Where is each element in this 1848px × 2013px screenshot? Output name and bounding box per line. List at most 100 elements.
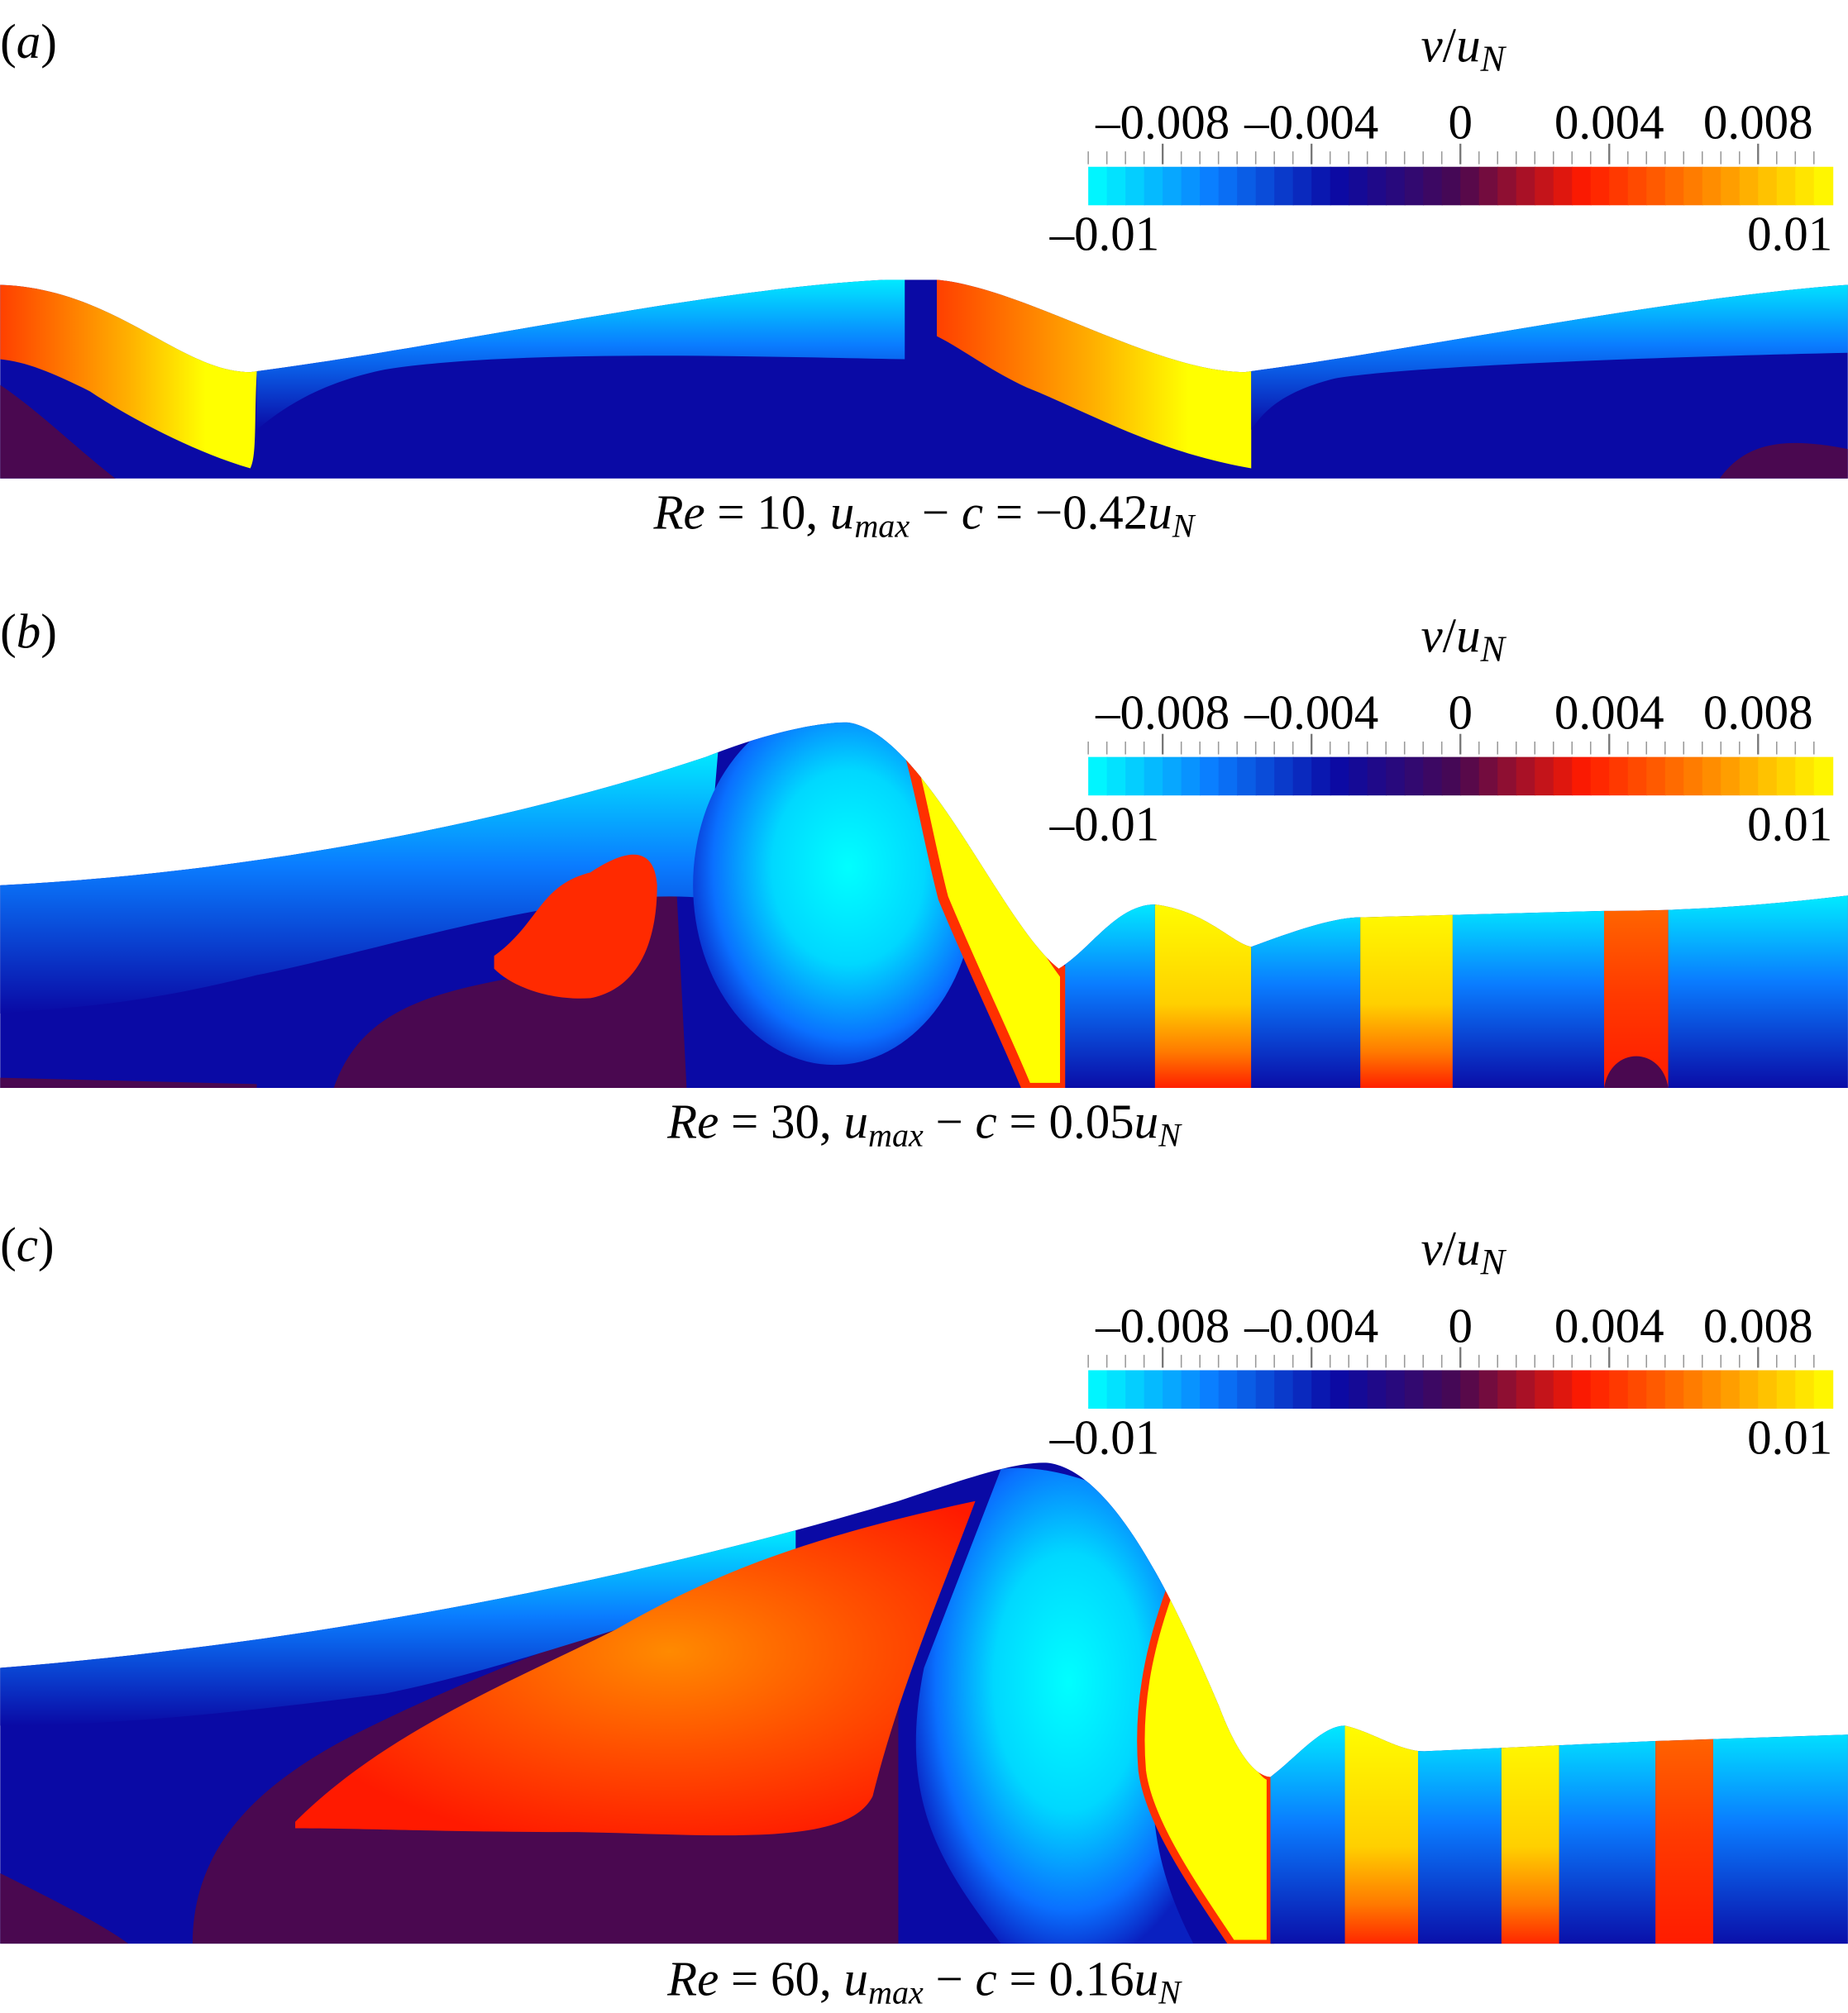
colorbar-band bbox=[1330, 1370, 1350, 1410]
colorbar-band bbox=[1163, 756, 1182, 796]
colorbar-band bbox=[1237, 166, 1257, 206]
colorbar-tick-label: 0.004 bbox=[1554, 1298, 1664, 1352]
colorbar-end-label: 0.01 bbox=[1747, 797, 1832, 851]
text-part: u bbox=[1134, 1095, 1158, 1149]
colorbar-title: v/uN bbox=[1421, 608, 1507, 669]
text-part: ( bbox=[0, 1218, 17, 1272]
colorbar-band bbox=[1776, 166, 1797, 206]
colorbar-band bbox=[1311, 1370, 1331, 1410]
text-part: − bbox=[924, 1095, 976, 1149]
text-part: b bbox=[17, 604, 41, 659]
colorbar-band bbox=[1441, 756, 1462, 796]
text-part: N bbox=[1480, 628, 1507, 669]
text-part: c bbox=[962, 484, 983, 539]
caption: Re = 60, umax − c = 0.16uN bbox=[666, 1951, 1182, 2011]
text-part: Re bbox=[652, 484, 704, 539]
text-part: u bbox=[1456, 1221, 1480, 1276]
colorbar-band bbox=[1292, 756, 1313, 796]
colorbar-end-label: –0.01 bbox=[1049, 797, 1160, 851]
text-part: u bbox=[844, 1951, 868, 2006]
colorbar-band bbox=[1702, 1370, 1722, 1410]
colorbar-band bbox=[1646, 756, 1666, 796]
colorbar-band bbox=[1721, 166, 1741, 206]
colorbar-band bbox=[1274, 1370, 1294, 1410]
colorbar-tick-label: 0.004 bbox=[1554, 685, 1664, 740]
colorbar-end-label: 0.01 bbox=[1747, 1410, 1832, 1464]
caption: Re = 30, umax − c = 0.05uN bbox=[666, 1095, 1182, 1154]
colorbar-band bbox=[1218, 756, 1239, 796]
colorbar-band bbox=[1106, 1370, 1127, 1410]
colorbar-band bbox=[1218, 1370, 1239, 1410]
colorbar-band bbox=[1683, 1370, 1703, 1410]
colorbar-band bbox=[1125, 1370, 1145, 1410]
text-part: u bbox=[1456, 608, 1480, 662]
colorbar-band bbox=[1292, 1370, 1313, 1410]
colorbar-tick-label: –0.004 bbox=[1244, 95, 1378, 150]
colorbar-band bbox=[1739, 1370, 1760, 1410]
colorbar-band bbox=[1144, 166, 1164, 206]
colorbar-band bbox=[1088, 756, 1108, 796]
colorbar-band bbox=[1627, 756, 1648, 796]
colorbar-band bbox=[1572, 756, 1592, 796]
colorbar-band bbox=[1702, 166, 1722, 206]
colorbar-title: v/uN bbox=[1421, 1221, 1507, 1282]
colorbar-band bbox=[1255, 166, 1276, 206]
colorbar-band bbox=[1404, 1370, 1425, 1410]
colorbar-band bbox=[1292, 166, 1313, 206]
colorbar-band bbox=[1200, 756, 1220, 796]
colorbar-tick-label: –0.008 bbox=[1095, 685, 1230, 740]
text-part: u bbox=[844, 1095, 868, 1149]
colorbar-band bbox=[1330, 166, 1350, 206]
colorbar-band bbox=[1609, 756, 1629, 796]
colorbar-band bbox=[1609, 1370, 1629, 1410]
colorbar-band bbox=[1776, 1370, 1797, 1410]
text-part: v bbox=[1421, 17, 1444, 72]
colorbar-band bbox=[1702, 756, 1722, 796]
text-part: = 0.16 bbox=[997, 1951, 1134, 2006]
colorbar-tick-label: –0.004 bbox=[1244, 685, 1378, 740]
colorbar-band bbox=[1255, 756, 1276, 796]
colorbar-band bbox=[1349, 1370, 1368, 1410]
colorbar-band bbox=[1349, 756, 1368, 796]
colorbar-band bbox=[1181, 166, 1201, 206]
panel-label: (b) bbox=[0, 604, 57, 659]
colorbar-band bbox=[1386, 166, 1406, 206]
text-part: N bbox=[1158, 1973, 1182, 2011]
colorbar-band bbox=[1813, 756, 1834, 796]
colorbar-band bbox=[1590, 756, 1611, 796]
text-part: max bbox=[868, 1117, 924, 1154]
text-part: − bbox=[924, 1951, 976, 2006]
colorbar-tick-label: –0.004 bbox=[1244, 1298, 1378, 1352]
colorbar-band bbox=[1683, 756, 1703, 796]
colorbar-band bbox=[1664, 1370, 1685, 1410]
colorbar-band bbox=[1200, 166, 1220, 206]
colorbar-tick-label: 0 bbox=[1448, 685, 1472, 740]
colorbar-band bbox=[1758, 1370, 1778, 1410]
colorbar-band bbox=[1181, 756, 1201, 796]
text-part: u bbox=[1134, 1951, 1158, 2006]
field-a bbox=[0, 279, 1848, 479]
colorbar-band bbox=[1163, 166, 1182, 206]
text-part: ( bbox=[0, 604, 17, 659]
colorbar-band bbox=[1758, 756, 1778, 796]
colorbar-band bbox=[1274, 166, 1294, 206]
colorbar-band bbox=[1516, 756, 1536, 796]
text-part: Re bbox=[666, 1951, 719, 2006]
text-part: N bbox=[1480, 1242, 1507, 1282]
colorbar-band bbox=[1274, 756, 1294, 796]
text-part: max bbox=[854, 507, 910, 544]
colorbar-band bbox=[1553, 1370, 1573, 1410]
text-part: / bbox=[1443, 1221, 1457, 1276]
colorbar-band bbox=[1553, 756, 1573, 796]
colorbar-band bbox=[1386, 1370, 1406, 1410]
colorbar-band bbox=[1460, 756, 1480, 796]
colorbar-band bbox=[1627, 166, 1648, 206]
colorbar-band bbox=[1367, 166, 1387, 206]
colorbar-band bbox=[1237, 756, 1257, 796]
colorbar-band bbox=[1200, 1370, 1220, 1410]
colorbar-band bbox=[1423, 166, 1443, 206]
colorbar-band bbox=[1535, 1370, 1554, 1410]
text-part: u bbox=[1456, 17, 1480, 72]
colorbar-band bbox=[1664, 756, 1685, 796]
